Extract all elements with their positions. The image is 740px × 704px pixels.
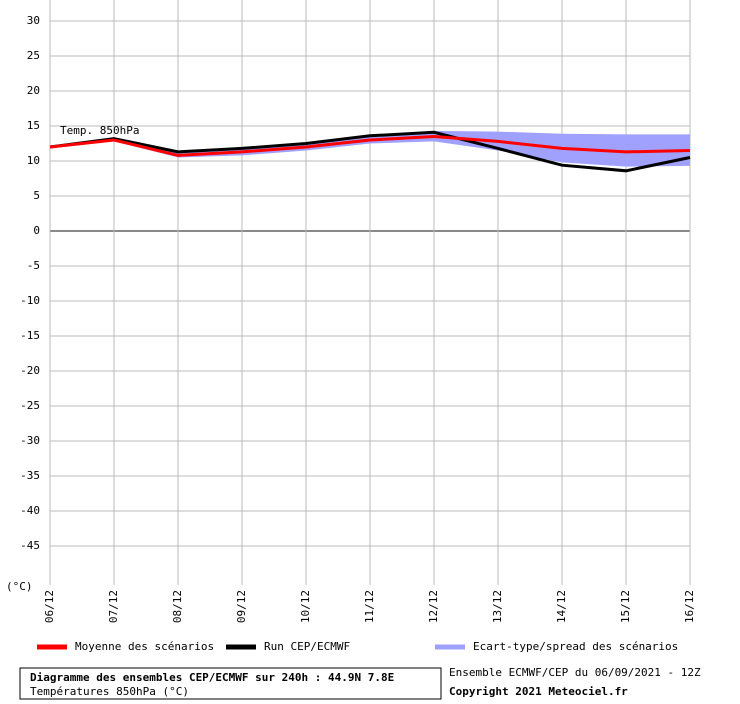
x-tick-label: 09/12 — [235, 590, 248, 623]
y-tick-label: -35 — [20, 469, 40, 482]
y-tick-label: -5 — [27, 259, 40, 272]
legend-label: Ecart-type/spread des scénarios — [473, 640, 678, 653]
y-tick-label: -45 — [20, 539, 40, 552]
x-tick-label: 10/12 — [299, 590, 312, 623]
footer-title: Diagramme des ensembles CEP/ECMWF sur 24… — [30, 671, 394, 684]
x-tick-label: 15/12 — [619, 590, 632, 623]
series-line — [49, 130, 691, 173]
footer-box — [19, 667, 442, 700]
y-tick-label: -10 — [20, 294, 40, 307]
y-tick-label: 25 — [27, 49, 40, 62]
y-tick-label: -15 — [20, 329, 40, 342]
footer-run: Ensemble ECMWF/CEP du 06/09/2021 - 12Z — [449, 666, 701, 679]
y-tick-label: 5 — [33, 189, 40, 202]
x-tick-label: 07/12 — [107, 590, 120, 623]
y-tick-label: -20 — [20, 364, 40, 377]
y-tick-label: -30 — [20, 434, 40, 447]
footer-copyright: Copyright 2021 Meteociel.fr — [449, 685, 628, 698]
x-tick-label: 11/12 — [363, 590, 376, 623]
y-tick-label: 20 — [27, 84, 40, 97]
x-tick-label: 13/12 — [491, 590, 504, 623]
footer-subtitle: Températures 850hPa (°C) — [30, 685, 189, 698]
x-tick-label: 16/12 — [683, 590, 696, 623]
y-tick-label: 0 — [33, 224, 40, 237]
y-tick-label: 30 — [27, 14, 40, 27]
annotation: Temp. 850hPa — [60, 124, 139, 137]
y-tick-label: 10 — [27, 154, 40, 167]
x-tick-label: 12/12 — [427, 590, 440, 623]
series-line — [49, 134, 691, 157]
y-tick-label: 15 — [27, 119, 40, 132]
x-tick-label: 06/12 — [43, 590, 56, 623]
spread-band — [50, 130, 690, 167]
legend-label: Moyenne des scénarios — [75, 640, 214, 653]
y-unit: (°C) — [6, 580, 33, 593]
legend-label: Run CEP/ECMWF — [264, 640, 350, 653]
y-tick-label: -25 — [20, 399, 40, 412]
x-tick-label: 14/12 — [555, 590, 568, 623]
x-tick-label: 08/12 — [171, 590, 184, 623]
y-tick-label: -40 — [20, 504, 40, 517]
